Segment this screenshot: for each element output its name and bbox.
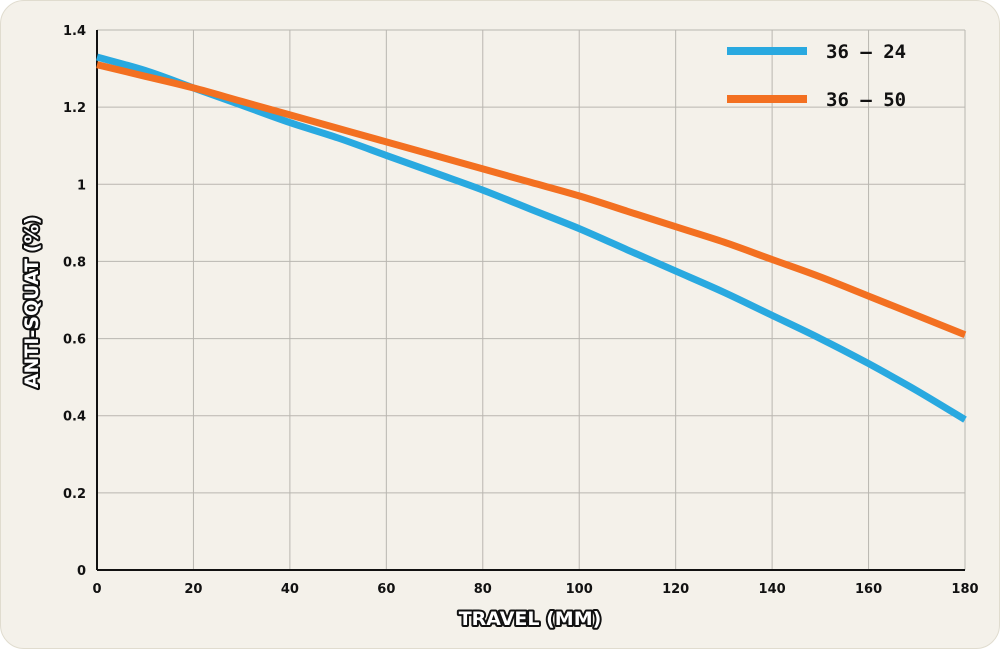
x-tick-label: 140	[759, 582, 786, 597]
x-tick-label: 60	[377, 582, 395, 597]
y-tick-label: 0.4	[63, 410, 86, 425]
legend-label: 36 – 24	[826, 41, 906, 63]
y-tick-label: 0.6	[63, 333, 86, 348]
series-line-0	[96, 53, 967, 423]
x-tick-label: 80	[474, 582, 492, 597]
y-axis-ticks: 0 0.2 0.4 0.6 0.8 1 1.2 1.4	[63, 24, 86, 579]
x-tick-label: 0	[92, 582, 101, 597]
x-tick-label: 180	[951, 582, 978, 597]
y-axis-label: ANTI-SQUAT (%)	[21, 216, 43, 388]
legend: 36 – 24 36 – 50	[727, 41, 906, 111]
x-axis-label: TRAVEL (MM)	[459, 608, 602, 630]
y-tick-label: 1.4	[63, 24, 86, 39]
x-tick-label: 20	[184, 582, 202, 597]
legend-label: 36 – 50	[826, 89, 906, 111]
x-tick-label: 40	[281, 582, 299, 597]
y-tick-label: 0.8	[63, 255, 86, 270]
series-line-1	[96, 61, 967, 338]
axes	[96, 30, 965, 571]
x-tick-label: 120	[662, 582, 689, 597]
y-tick-label: 0.2	[63, 487, 86, 502]
x-axis-ticks: 0 20 40 60 80 100 120 140 160 180	[92, 582, 978, 597]
y-tick-label: 1	[77, 178, 86, 193]
series-lines	[96, 53, 967, 423]
y-tick-label: 1.2	[63, 101, 86, 116]
x-tick-label: 160	[855, 582, 882, 597]
grid	[96, 29, 966, 571]
y-tick-label: 0	[77, 564, 86, 579]
x-tick-label: 100	[566, 582, 593, 597]
